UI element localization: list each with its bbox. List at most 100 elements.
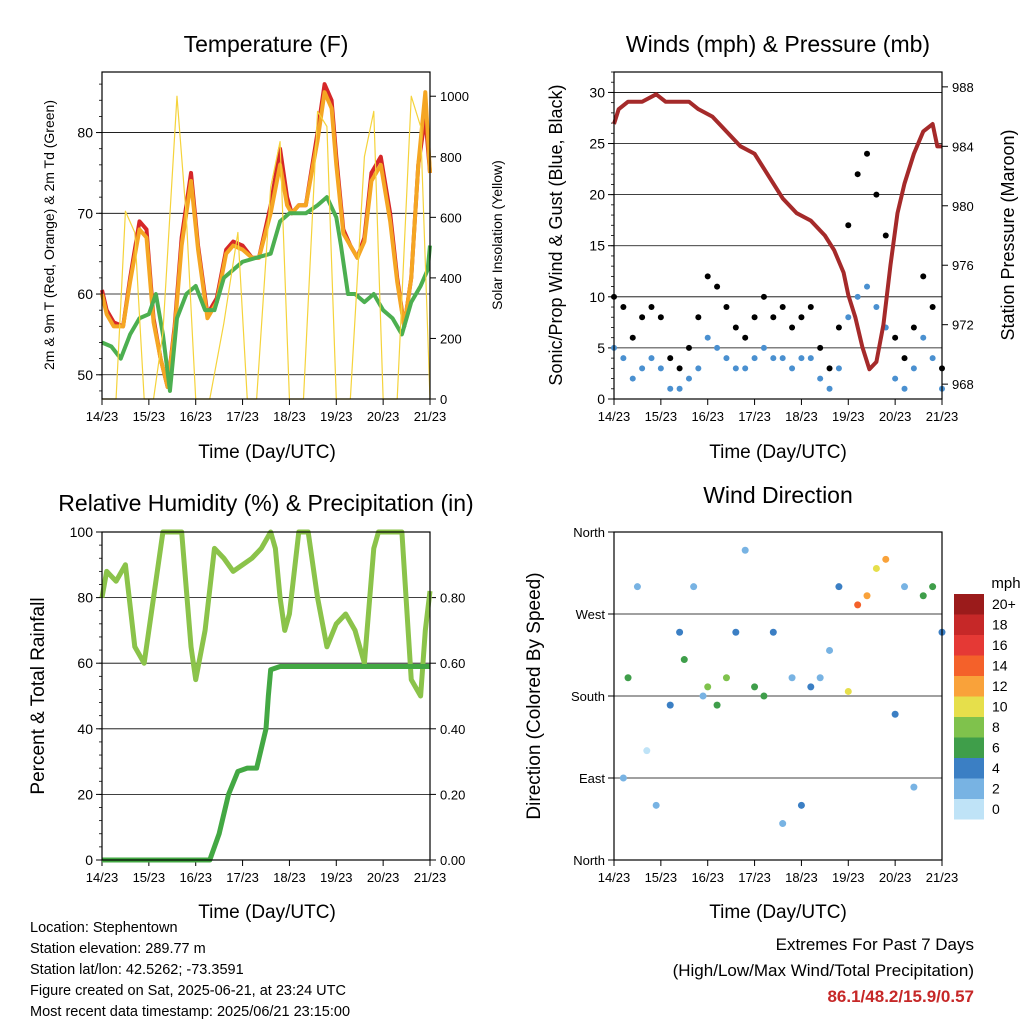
wind-point [817,375,824,382]
wind-point [892,334,899,341]
colorbar-swatch [954,676,984,697]
wind-point [639,365,646,372]
wind-point [714,283,721,290]
x-tick-label: 19/23 [320,409,353,424]
wind-point [910,324,917,331]
wind-point [920,334,927,341]
direction-point [751,683,759,691]
colorbar-swatch [954,655,984,676]
wind-point [929,304,936,311]
wind-point [835,365,842,372]
wind-point [873,191,880,198]
extremes-box: Extremes For Past 7 Days (High/Low/Max W… [673,932,974,1010]
wind-point [676,385,683,392]
x-tick-label: 21/23 [926,870,959,885]
wind-point [657,365,664,372]
station-latlon: Station lat/lon: 42.5262; -73.3591 [30,962,244,978]
y2-tick-label: 0.20 [440,787,465,802]
direction-point [676,628,684,636]
winds-xlabel: Time (Day/UTC) [709,442,847,463]
wind-point [901,355,908,362]
direction-point [666,701,674,709]
x-tick-label: 16/23 [691,409,724,424]
wind-point [873,304,880,311]
winds-panel: Winds (mph) & Pressure (mb) Time (Day/UT… [546,31,1018,463]
wind-point [620,304,627,311]
colorbar-swatch [954,635,984,656]
wind-point [845,314,852,321]
x-tick-label: 18/23 [785,409,818,424]
y-tick-label: 15 [589,238,605,254]
series-line [612,92,942,372]
y-tick-label: 40 [77,721,93,737]
y2-tick-label: 0.00 [440,853,465,868]
wind-point [807,355,814,362]
x-tick-label: 21/23 [414,870,447,885]
x-tick-label: 18/23 [273,870,306,885]
wind-direction-ylabel-left: Direction (Colored By Speed) [524,572,545,819]
wind-point [620,355,627,362]
wind-point [920,273,927,280]
direction-point [797,801,805,809]
wind-point [667,385,674,392]
wind-point [929,355,936,362]
series-line [102,95,431,400]
series-line [99,529,433,699]
wind-point [760,293,767,300]
wind-point [657,314,664,321]
direction-point [624,674,632,682]
wind-point [779,304,786,311]
wind-point [817,344,824,351]
x-tick-label: 14/23 [598,870,631,885]
x-tick-label: 17/23 [226,409,259,424]
y2-tick-label: 980 [952,199,974,214]
plot-frame [101,531,431,861]
colorbar-label: 6 [992,740,1000,756]
wind-point [629,375,636,382]
wind-point [770,314,777,321]
wind-point [704,334,711,341]
direction-point [891,710,899,718]
direction-point [619,774,627,782]
extremes-values: 86.1/48.2/15.9/0.57 [827,987,974,1006]
y-tick-label: South [571,689,605,704]
y2-tick-label: 400 [440,271,462,286]
wind-point [789,365,796,372]
direction-point [882,555,890,563]
direction-point [826,646,834,654]
direction-point [807,683,815,691]
wind-point [901,385,908,392]
winds-plot-area: 0 5 10 15 20 25 30 968 972 976 980 984 988 14/23 15/23… [589,71,974,424]
direction-point [863,592,871,600]
colorbar-label: 12 [992,678,1008,694]
wind-point [892,375,899,382]
y2-tick-label: 200 [440,331,462,346]
y-tick-label: 80 [77,125,93,141]
direction-point [835,583,843,591]
x-tick-label: 15/23 [133,409,166,424]
direction-point [713,701,721,709]
temperature-xlabel: Time (Day/UTC) [198,442,336,463]
wind-point [779,355,786,362]
y-tick-label: 50 [77,367,93,383]
wind-point [704,273,711,280]
wind-point [798,314,805,321]
humidity-plot-area: 0 20 40 60 80 100 0.00 0.20 0.40 0.60 0.80 14/23 15/… [70,524,466,885]
x-tick-label: 14/23 [86,409,119,424]
station-location: Location: Stephentown [30,920,178,936]
x-tick-label: 18/23 [273,409,306,424]
direction-point [732,628,740,636]
wind-direction-panel: Wind Direction Time (Day/UTC) Direction … [524,482,1021,923]
series-line [101,195,432,393]
winds-title: Winds (mph) & Pressure (mb) [626,31,930,57]
wind-point [695,365,702,372]
x-tick-label: 20/23 [367,870,400,885]
direction-point [652,801,660,809]
wind-point [685,375,692,382]
y-tick-label: 80 [77,590,93,606]
direction-point [788,674,796,682]
y2-tick-label: 0.80 [440,591,465,606]
y-tick-label: 70 [77,205,93,221]
wind-point [639,314,646,321]
